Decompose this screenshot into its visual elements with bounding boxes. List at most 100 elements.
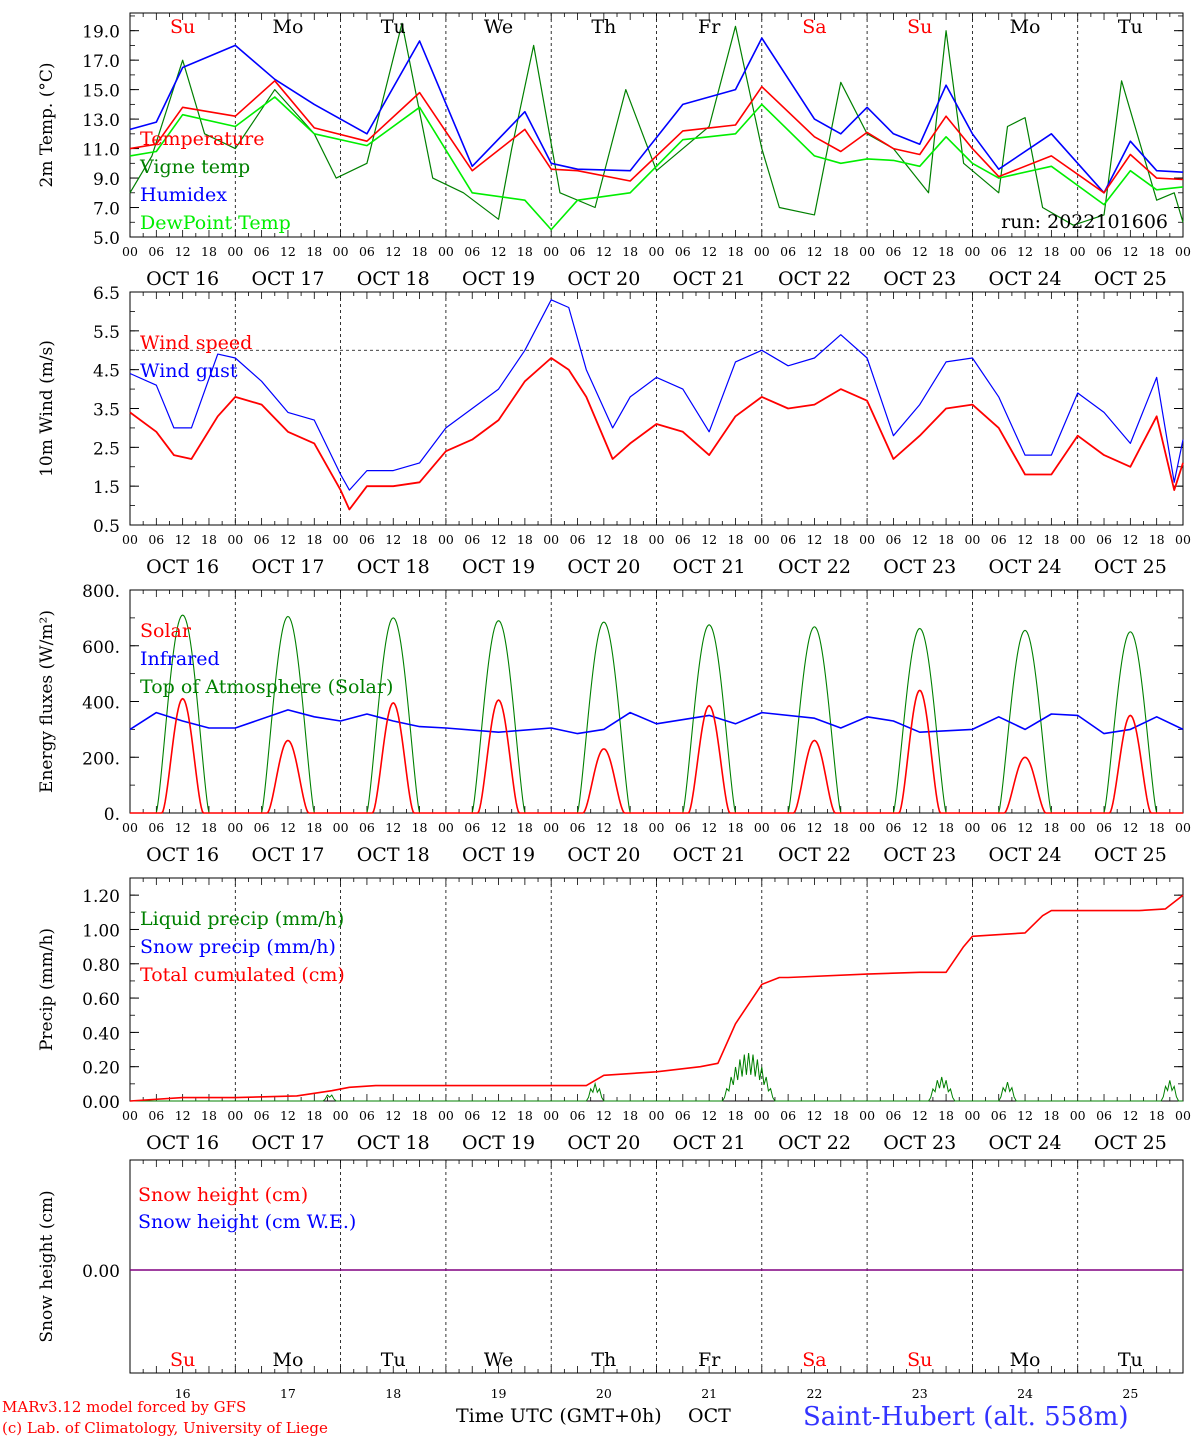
hour-tick-label: 06	[148, 532, 164, 547]
panel-frame	[129, 589, 1184, 814]
hour-tick-label: 18	[728, 1108, 744, 1123]
hour-tick-label: 18	[412, 244, 428, 259]
hour-tick-label: 18	[412, 532, 428, 547]
hour-tick-label: 06	[148, 1108, 164, 1123]
hour-tick-label: 18	[1043, 244, 1059, 259]
weekday-label: Mo	[1010, 16, 1041, 38]
hour-tick-label: 12	[175, 244, 191, 259]
hour-tick-label: 12	[280, 820, 296, 835]
date-label: OCT 20	[567, 1132, 640, 1154]
series-line-wind-speed	[129, 357, 1184, 511]
y-tick-label: 0.00	[82, 1093, 120, 1113]
hour-tick-label: 18	[833, 244, 849, 259]
hour-tick-label: 06	[464, 820, 480, 835]
date-label: OCT 18	[357, 268, 430, 290]
hour-tick-label: 06	[570, 532, 586, 547]
hour-tick-label: 18	[517, 820, 533, 835]
weekday-label: Su	[907, 16, 932, 38]
hour-tick-label: 18	[833, 820, 849, 835]
date-label: OCT 25	[1094, 844, 1167, 866]
series-line-humidex	[129, 37, 1184, 194]
hour-tick-label: 00	[333, 1108, 349, 1123]
hour-tick-label: 12	[491, 244, 507, 259]
hour-tick-label: 06	[991, 820, 1007, 835]
hour-tick-label: 00	[333, 820, 349, 835]
hour-tick-label: 12	[701, 1108, 717, 1123]
hour-tick-label: 00	[1175, 532, 1191, 547]
weekday-label: Sa	[802, 1349, 826, 1371]
hour-tick-label: 18	[201, 820, 217, 835]
day-number-label: 19	[491, 1386, 507, 1401]
date-label: OCT 17	[251, 844, 324, 866]
hour-tick-label: 06	[254, 1108, 270, 1123]
hour-tick-label: 12	[1017, 244, 1033, 259]
hour-tick-label: 12	[175, 820, 191, 835]
hour-tick-label: 00	[227, 820, 243, 835]
date-label: OCT 19	[462, 844, 535, 866]
date-label: OCT 22	[778, 556, 851, 578]
hour-tick-label: 12	[280, 532, 296, 547]
y-tick-label: 9.0	[93, 170, 120, 190]
date-label: OCT 16	[146, 844, 219, 866]
y-tick-label: 1.00	[82, 921, 120, 941]
date-label: OCT 24	[989, 1132, 1062, 1154]
hour-tick-label: 00	[1175, 1108, 1191, 1123]
weekday-label: Fr	[698, 1349, 721, 1371]
date-label: OCT 20	[567, 556, 640, 578]
hour-tick-label: 00	[1070, 1108, 1086, 1123]
hour-tick-label: 06	[991, 1108, 1007, 1123]
hour-tick-label: 06	[570, 1108, 586, 1123]
hour-tick-label: 12	[385, 1108, 401, 1123]
hour-tick-label: 06	[254, 532, 270, 547]
date-label: OCT 23	[883, 844, 956, 866]
y-tick-label: 0.80	[82, 956, 120, 976]
date-label: OCT 24	[989, 268, 1062, 290]
legend-entry: Vigne temp	[139, 156, 250, 178]
hour-tick-label: 12	[491, 820, 507, 835]
panel-1: 19.0 17.0 15.0 13.0 11.0 9.0 7.0 5.0 2m Temp. (°…	[37, 12, 1191, 290]
hour-tick-label: 18	[938, 1108, 954, 1123]
hour-tick-label: 18	[1149, 532, 1165, 547]
hour-tick-label: 00	[438, 244, 454, 259]
y-tick-label: 1.20	[82, 887, 120, 907]
x-axis-label: Time UTC (GMT+0h)	[456, 1405, 662, 1427]
hour-tick-label: 06	[780, 532, 796, 547]
y-tick-label: 13.0	[82, 111, 120, 131]
hour-tick-label: 00	[227, 1108, 243, 1123]
y-tick-label: 15.0	[82, 82, 120, 102]
y-axis-label: Precip (mm/h)	[37, 928, 57, 1051]
y-tick-label: 7.0	[93, 200, 120, 220]
legend-entry: DewPoint Temp	[140, 212, 291, 234]
hour-tick-label: 18	[517, 1108, 533, 1123]
hour-tick-label: 12	[1122, 532, 1138, 547]
hour-tick-label: 18	[1043, 820, 1059, 835]
legend-entry: Snow precip (mm/h)	[140, 936, 336, 958]
date-label: OCT 19	[462, 268, 535, 290]
legend-entry: Top of Atmosphere (Solar)	[140, 676, 393, 698]
hour-tick-label: 00	[1175, 820, 1191, 835]
hour-tick-label: 12	[280, 1108, 296, 1123]
hour-tick-label: 00	[438, 1108, 454, 1123]
y-axis-label: 10m Wind (m/s)	[37, 340, 57, 477]
date-label: OCT 18	[357, 844, 430, 866]
day-number-label: 25	[1122, 1386, 1138, 1401]
hour-tick-label: 12	[1122, 244, 1138, 259]
y-tick-label: 3.5	[93, 401, 120, 421]
hour-tick-label: 06	[148, 820, 164, 835]
hour-tick-label: 00	[227, 244, 243, 259]
hour-tick-label: 12	[806, 244, 822, 259]
hour-tick-label: 12	[806, 532, 822, 547]
hour-tick-label: 00	[649, 532, 665, 547]
x-axis-month: OCT	[688, 1405, 731, 1427]
hour-tick-label: 18	[938, 820, 954, 835]
hour-tick-label: 06	[885, 1108, 901, 1123]
hour-tick-label: 00	[754, 532, 770, 547]
hour-tick-label: 00	[333, 244, 349, 259]
y-axis-label: 2m Temp. (°C)	[37, 62, 57, 187]
hour-tick-label: 18	[201, 244, 217, 259]
hour-tick-label: 00	[1070, 532, 1086, 547]
hour-tick-label: 06	[780, 820, 796, 835]
hour-tick-label: 00	[964, 532, 980, 547]
hour-tick-label: 12	[806, 1108, 822, 1123]
hour-tick-label: 06	[780, 244, 796, 259]
